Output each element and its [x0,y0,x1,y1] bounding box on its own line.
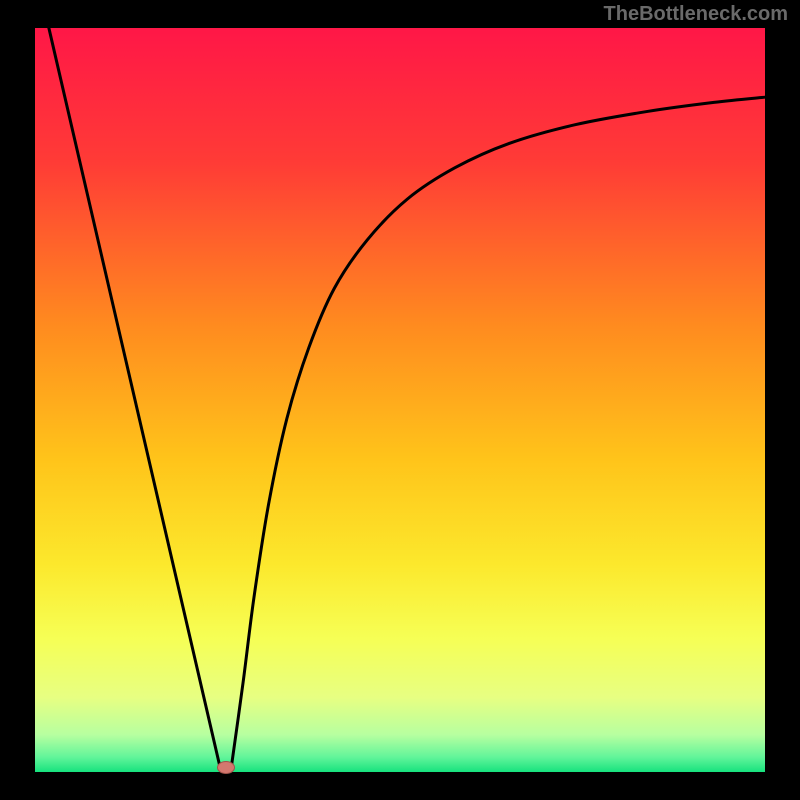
watermark-text: TheBottleneck.com [604,3,788,26]
bottleneck-curve [35,28,765,772]
minimum-marker [217,761,235,774]
